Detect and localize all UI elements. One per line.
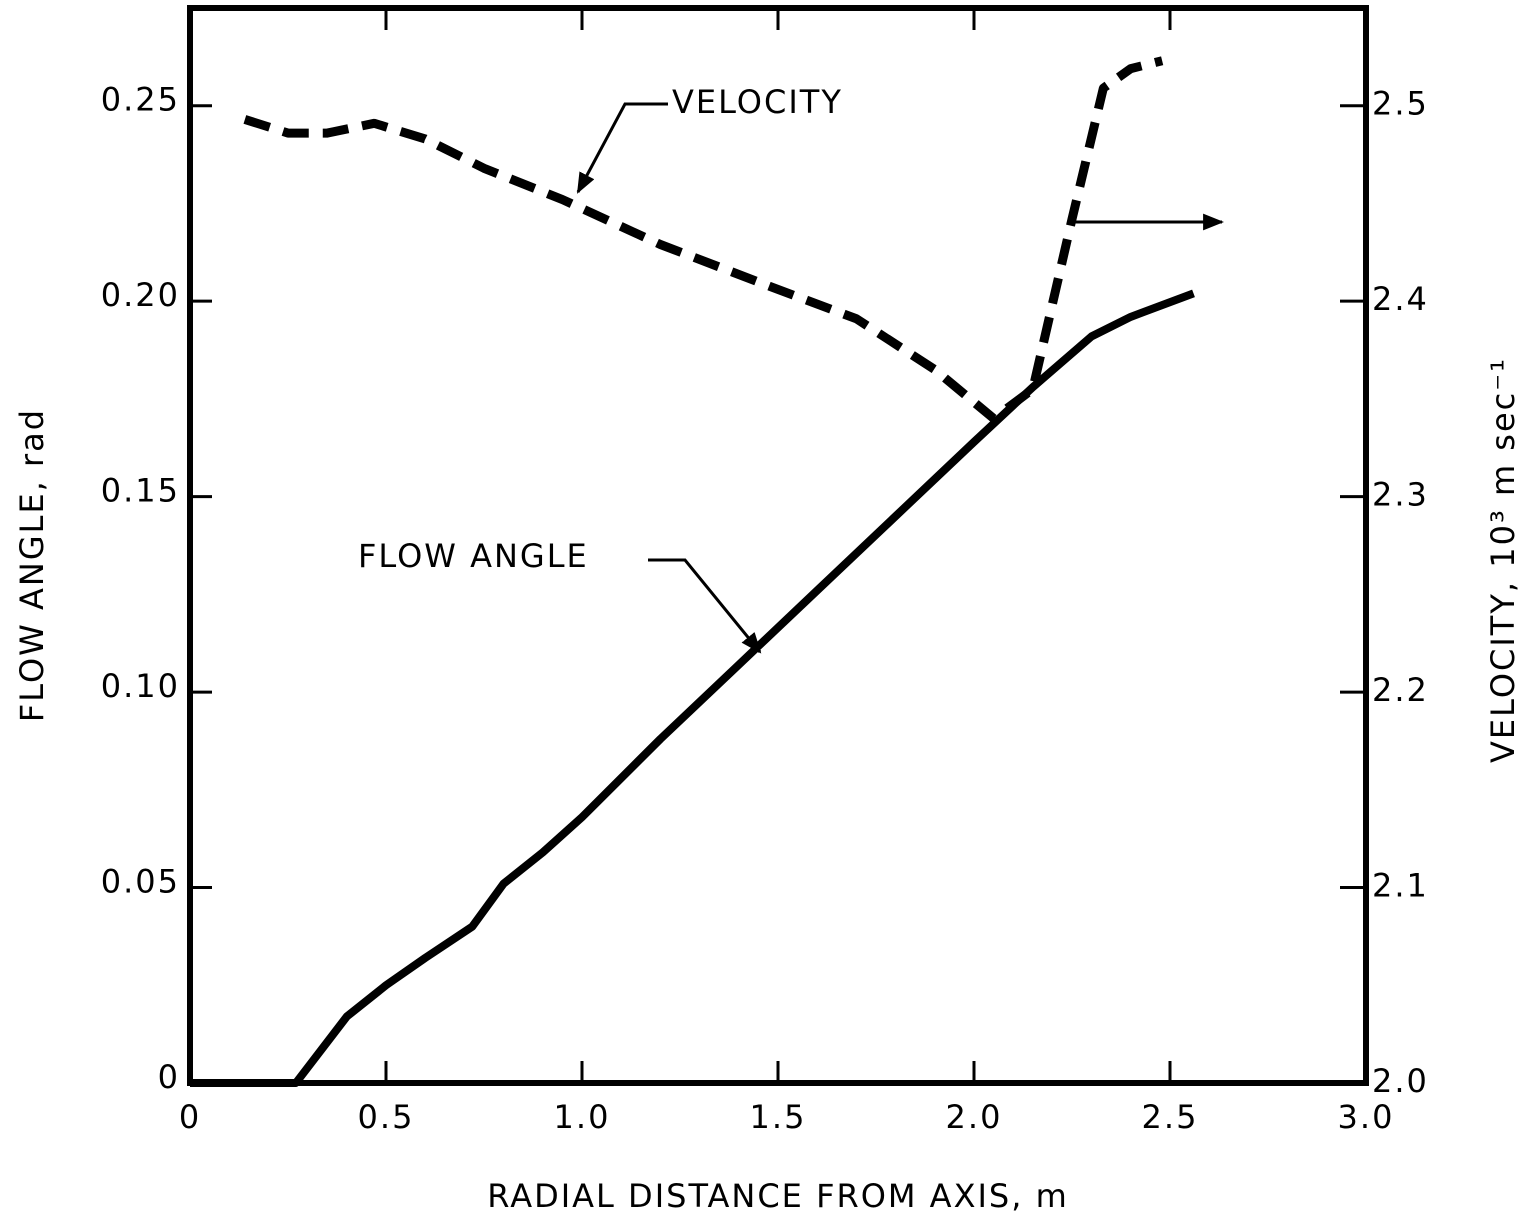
x-tick-label: 1.5: [750, 1098, 807, 1136]
y-tick-label: 0.25: [101, 81, 180, 119]
x-tick-label: 2.5: [1142, 1098, 1199, 1136]
y2-tick-label: 2.0: [1372, 1062, 1429, 1100]
x-axis-label: RADIAL DISTANCE FROM AXIS, m: [487, 1177, 1069, 1215]
y2-tick-label: 2.5: [1372, 85, 1429, 123]
series-line: [243, 56, 1164, 423]
annotation-arrow: [648, 558, 762, 654]
x-tick-label: 3.0: [1338, 1098, 1395, 1136]
y-tick-label: 0: [158, 1058, 180, 1096]
annotation-arrow: [576, 102, 668, 194]
x-tick-label: 1.0: [554, 1098, 611, 1136]
y-tick-label: 0.20: [101, 276, 180, 314]
y-tick-label: 0.15: [101, 472, 180, 510]
x-tick-label: 2.0: [946, 1098, 1003, 1136]
y2-tick-label: 2.3: [1372, 476, 1429, 514]
x-tick-label: 0: [179, 1098, 201, 1136]
x-tick-label: 0.5: [358, 1098, 415, 1136]
series-line: [190, 289, 1195, 1087]
annotation: VELOCITY: [672, 83, 843, 121]
y-tick-label: 0.10: [101, 667, 180, 705]
y2-tick-label: 2.4: [1372, 280, 1429, 318]
y2-tick-label: 2.2: [1372, 671, 1429, 709]
y2-axis-label: VELOCITY, 10³ m sec⁻¹: [1484, 357, 1522, 763]
y-tick-label: 0.05: [101, 863, 180, 901]
y2-tick-label: 2.1: [1372, 867, 1429, 905]
y-axis-label: FLOW ANGLE, rad: [13, 408, 51, 722]
annotation: FLOW ANGLE: [358, 537, 589, 575]
